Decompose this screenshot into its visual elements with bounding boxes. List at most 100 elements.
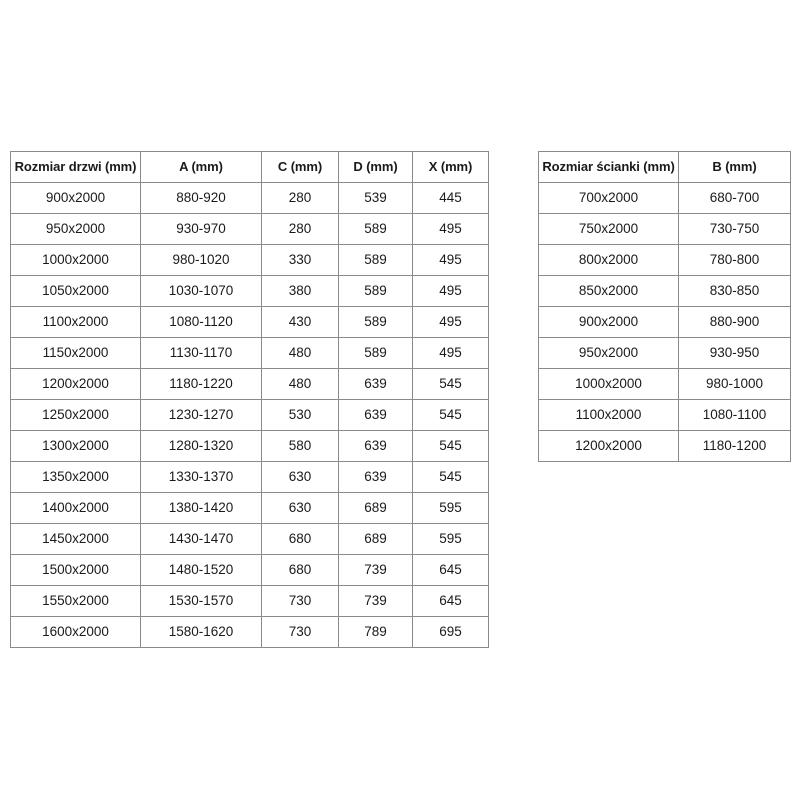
column-header-c: C (mm) [261,151,339,183]
cell-door-size: 900x2000 [10,182,141,214]
cell-c-value: 630 [261,492,339,524]
cell-b-value: 930-950 [678,337,791,369]
table-row: 1400x2000 1380-1420 630 689 595 [10,492,489,524]
cell-x-value: 445 [412,182,489,214]
cell-x-value: 545 [412,461,489,493]
table-row: 1500x2000 1480-1520 680 739 645 [10,554,489,586]
cell-x-value: 645 [412,585,489,617]
cell-c-value: 730 [261,585,339,617]
cell-d-value: 539 [338,182,413,214]
table-row: 1100x2000 1080-1120 430 589 495 [10,306,489,338]
table-row: 1100x2000 1080-1100 [538,399,791,431]
column-header-wall-size: Rozmiar ścianki (mm) [538,151,679,183]
cell-a-value: 1280-1320 [140,430,262,462]
cell-door-size: 1050x2000 [10,275,141,307]
cell-d-value: 639 [338,399,413,431]
cell-d-value: 589 [338,306,413,338]
table-row: 1550x2000 1530-1570 730 739 645 [10,585,489,617]
cell-d-value: 739 [338,554,413,586]
cell-c-value: 380 [261,275,339,307]
cell-d-value: 689 [338,523,413,555]
cell-a-value: 1180-1220 [140,368,262,400]
cell-c-value: 430 [261,306,339,338]
table-row: 900x2000 880-900 [538,306,791,338]
table-row: 800x2000 780-800 [538,244,791,276]
cell-d-value: 689 [338,492,413,524]
cell-d-value: 639 [338,461,413,493]
cell-a-value: 1230-1270 [140,399,262,431]
cell-d-value: 589 [338,213,413,245]
cell-door-size: 950x2000 [10,213,141,245]
cell-a-value: 1480-1520 [140,554,262,586]
table-row: 700x2000 680-700 [538,182,791,214]
cell-b-value: 680-700 [678,182,791,214]
cell-wall-size: 1000x2000 [538,368,679,400]
table-row: 950x2000 930-950 [538,337,791,369]
table-row: 1050x2000 1030-1070 380 589 495 [10,275,489,307]
table-row: 1000x2000 980-1000 [538,368,791,400]
cell-a-value: 880-920 [140,182,262,214]
table-row: 1150x2000 1130-1170 480 589 495 [10,337,489,369]
cell-wall-size: 1100x2000 [538,399,679,431]
cell-a-value: 1030-1070 [140,275,262,307]
cell-c-value: 630 [261,461,339,493]
column-header-x: X (mm) [412,151,489,183]
cell-a-value: 1580-1620 [140,616,262,648]
cell-door-size: 1400x2000 [10,492,141,524]
cell-c-value: 580 [261,430,339,462]
cell-x-value: 495 [412,213,489,245]
cell-a-value: 980-1020 [140,244,262,276]
cell-c-value: 530 [261,399,339,431]
cell-x-value: 495 [412,244,489,276]
cell-c-value: 480 [261,368,339,400]
cell-a-value: 1430-1470 [140,523,262,555]
doors-table-body: 900x2000 880-920 280 539 445 950x2000 930-970 2… [10,182,489,648]
cell-wall-size: 900x2000 [538,306,679,338]
table-row: 950x2000 930-970 280 589 495 [10,213,489,245]
cell-x-value: 545 [412,430,489,462]
cell-door-size: 1600x2000 [10,616,141,648]
cell-door-size: 1300x2000 [10,430,141,462]
cell-d-value: 639 [338,368,413,400]
table-header-row: Rozmiar ścianki (mm) B (mm) [538,151,791,183]
cell-wall-size: 800x2000 [538,244,679,276]
cell-x-value: 645 [412,554,489,586]
cell-d-value: 639 [338,430,413,462]
cell-a-value: 1380-1420 [140,492,262,524]
cell-b-value: 880-900 [678,306,791,338]
cell-a-value: 1330-1370 [140,461,262,493]
cell-c-value: 680 [261,523,339,555]
table-row: 850x2000 830-850 [538,275,791,307]
cell-d-value: 789 [338,616,413,648]
cell-a-value: 1080-1120 [140,306,262,338]
cell-x-value: 595 [412,492,489,524]
cell-d-value: 589 [338,337,413,369]
table-row: 900x2000 880-920 280 539 445 [10,182,489,214]
cell-c-value: 280 [261,213,339,245]
column-header-d: D (mm) [338,151,413,183]
cell-wall-size: 950x2000 [538,337,679,369]
door-size-specification-table: Rozmiar drzwi (mm) A (mm) C (mm) D (mm) … [10,151,489,648]
cell-b-value: 1180-1200 [678,430,791,462]
cell-door-size: 1000x2000 [10,244,141,276]
cell-door-size: 1150x2000 [10,337,141,369]
doors-table-header: Rozmiar drzwi (mm) A (mm) C (mm) D (mm) … [10,151,489,183]
cell-c-value: 330 [261,244,339,276]
column-header-a: A (mm) [140,151,262,183]
cell-x-value: 495 [412,306,489,338]
cell-c-value: 680 [261,554,339,586]
cell-c-value: 480 [261,337,339,369]
cell-x-value: 695 [412,616,489,648]
cell-c-value: 280 [261,182,339,214]
cell-d-value: 589 [338,244,413,276]
cell-door-size: 1200x2000 [10,368,141,400]
cell-wall-size: 750x2000 [538,213,679,245]
cell-a-value: 930-970 [140,213,262,245]
cell-door-size: 1250x2000 [10,399,141,431]
cell-b-value: 780-800 [678,244,791,276]
cell-wall-size: 700x2000 [538,182,679,214]
cell-b-value: 1080-1100 [678,399,791,431]
table-row: 1450x2000 1430-1470 680 689 595 [10,523,489,555]
cell-b-value: 980-1000 [678,368,791,400]
